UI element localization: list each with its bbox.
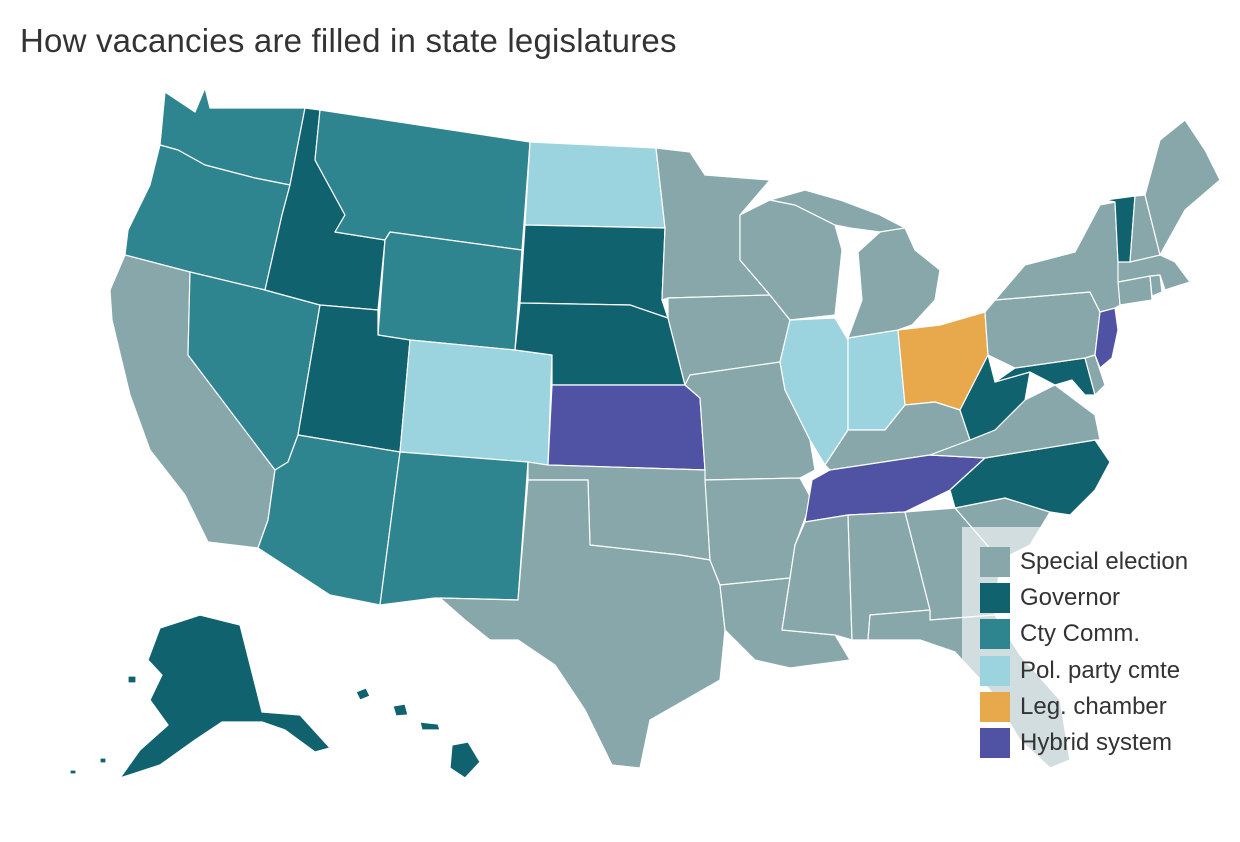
legend-item-pol-party-cmte: Pol. party cmte — [980, 656, 1180, 686]
state-mo[interactable] — [684, 361, 816, 481]
state-hi-1[interactable] — [355, 687, 371, 701]
state-wv[interactable] — [959, 354, 1031, 441]
state-tx[interactable] — [439, 479, 726, 769]
state-ak-island-2[interactable] — [99, 757, 107, 764]
legend-item-hybrid-system: Hybrid system — [980, 728, 1172, 758]
legend-swatch-pol-party-cmte — [980, 656, 1010, 686]
map-title: How vacancies are filled in state legisl… — [20, 22, 677, 59]
legend-swatch-special-election — [980, 547, 1010, 577]
legend-label: Leg. chamber — [1020, 693, 1167, 720]
state-co[interactable] — [399, 339, 553, 466]
legend-item-special-election: Special election — [980, 547, 1188, 577]
state-ks[interactable] — [547, 384, 706, 471]
state-hi-4[interactable] — [449, 741, 481, 779]
legend-swatch-hybrid-system — [980, 728, 1010, 758]
state-wy[interactable] — [377, 231, 523, 351]
legend-item-leg-chamber: Leg. chamber — [980, 692, 1167, 722]
state-ak-island-3[interactable] — [69, 769, 77, 775]
legend-label: Cty Comm. — [1020, 620, 1140, 647]
legend-swatch-governor — [980, 583, 1010, 613]
state-nd[interactable] — [524, 141, 666, 229]
state-hi-3[interactable] — [419, 721, 441, 731]
state-ak[interactable] — [119, 614, 331, 779]
state-mi-lower[interactable] — [847, 227, 941, 339]
legend-item-governor: Governor — [980, 583, 1120, 613]
state-mt[interactable] — [314, 109, 531, 251]
state-pa[interactable] — [984, 291, 1101, 369]
legend-label: Pol. party cmte — [1020, 657, 1181, 684]
state-me[interactable] — [1144, 119, 1221, 256]
state-ak-island-1[interactable] — [127, 675, 137, 684]
legend-label: Governor — [1020, 584, 1121, 611]
legend-label: Special election — [1020, 548, 1189, 575]
state-vt[interactable] — [1104, 195, 1136, 263]
legend-swatch-leg-chamber — [980, 692, 1010, 722]
state-ri[interactable] — [1149, 274, 1163, 297]
legend-item-cty-comm: Cty Comm. — [980, 619, 1140, 649]
state-nm[interactable] — [379, 451, 529, 606]
state-hi-2[interactable] — [392, 703, 409, 717]
legend-swatch-cty-comm — [980, 619, 1010, 649]
legend-label: Hybrid system — [1020, 729, 1173, 756]
state-ma[interactable] — [1117, 254, 1191, 291]
